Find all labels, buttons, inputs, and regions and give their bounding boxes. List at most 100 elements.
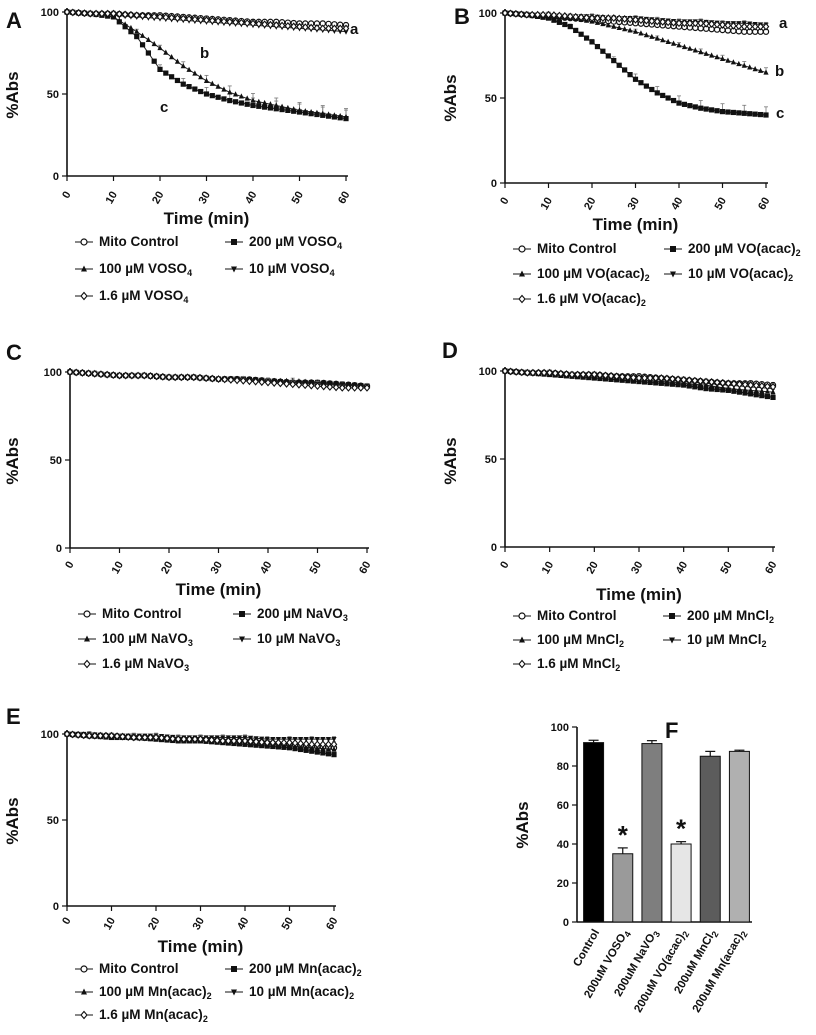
data-point xyxy=(523,10,531,19)
legend-label: 10 µM VOSO4 xyxy=(249,261,335,278)
data-point xyxy=(275,738,282,747)
data-point xyxy=(325,740,332,749)
legend-label: 1.6 µM VO(acac)2 xyxy=(537,291,646,308)
legend-marker xyxy=(519,270,525,277)
data-point xyxy=(121,10,129,19)
data-point xyxy=(270,379,278,387)
bar xyxy=(612,853,634,923)
data-point xyxy=(615,14,623,23)
data-point xyxy=(232,99,239,105)
data-point xyxy=(691,376,699,385)
data-point xyxy=(611,23,617,29)
data-point xyxy=(681,101,688,107)
data-point xyxy=(301,23,309,32)
legend-label: 200 µM MnCl2 xyxy=(687,608,774,625)
data-point xyxy=(646,374,654,382)
x-tick-label: 20 xyxy=(582,196,599,213)
data-point xyxy=(741,380,749,389)
data-point xyxy=(599,14,607,23)
data-point xyxy=(568,370,576,379)
data-point xyxy=(252,737,260,746)
data-point xyxy=(227,375,235,384)
legend-label: 100 µM VOSO4 xyxy=(99,261,192,278)
data-point xyxy=(691,19,699,28)
y-tick-label: 0 xyxy=(56,543,62,555)
data-point xyxy=(687,45,693,51)
data-point xyxy=(703,50,709,56)
legend-label: 200 µM NaVO3 xyxy=(257,606,348,623)
data-point xyxy=(583,13,590,22)
data-point xyxy=(730,21,737,30)
panel-B: B 0 50 100 0 10 20 30 40 50 60 Time (min) %Abs a b c Mit… xyxy=(441,4,801,308)
data-point xyxy=(157,66,163,72)
data-point xyxy=(262,99,268,106)
category-label: 200uM Mn(acac)2 xyxy=(691,928,750,1016)
data-point xyxy=(75,8,82,17)
data-point xyxy=(314,382,321,391)
data-point xyxy=(648,17,656,26)
y-axis-title: %Abs xyxy=(513,801,532,848)
y-tick-label: 20 xyxy=(557,878,569,890)
data-point xyxy=(345,383,352,392)
panel-D: D 0 50 100 0 10 20 30 40 50 60 Time (min) %Abs Mito C… xyxy=(441,338,780,673)
data-point xyxy=(573,27,579,34)
data-point xyxy=(669,374,676,383)
data-point xyxy=(730,379,738,388)
data-point xyxy=(331,737,337,743)
annotation-c: c xyxy=(776,105,784,122)
data-point xyxy=(230,736,238,745)
data-point xyxy=(759,393,765,399)
legend-marker xyxy=(84,635,90,642)
data-point xyxy=(556,11,563,20)
data-point xyxy=(751,22,759,31)
data-point xyxy=(551,369,559,378)
data-point xyxy=(529,368,537,377)
legend-label: 100 µM NaVO3 xyxy=(102,631,193,648)
data-point xyxy=(145,12,152,21)
data-point xyxy=(725,109,731,115)
legend-label: 200 µM VO(acac)2 xyxy=(688,241,801,258)
data-point xyxy=(239,376,247,385)
data-point xyxy=(557,369,565,378)
data-point xyxy=(681,19,688,28)
x-tick-label: 30 xyxy=(209,560,226,577)
y-tick-label: 50 xyxy=(485,454,497,466)
y-tick-label: 100 xyxy=(479,8,497,20)
data-point xyxy=(262,104,268,110)
data-point xyxy=(605,53,611,59)
data-point xyxy=(325,737,332,743)
y-tick-label: 0 xyxy=(563,917,569,929)
bar xyxy=(728,750,750,923)
y-axis-title: %Abs xyxy=(441,74,460,121)
legend-marker xyxy=(239,611,245,617)
data-point xyxy=(747,381,754,390)
legend-marker xyxy=(518,294,526,304)
data-point xyxy=(325,751,332,757)
data-point xyxy=(221,96,227,102)
data-point xyxy=(607,371,615,380)
data-point xyxy=(337,113,343,119)
data-point xyxy=(320,382,328,391)
legend-marker xyxy=(669,637,675,644)
data-point xyxy=(79,368,86,377)
y-tick-label: 50 xyxy=(47,815,59,827)
data-point xyxy=(702,377,710,386)
data-point xyxy=(308,108,314,115)
data-point xyxy=(562,21,568,28)
legend-item: 200 µM MnCl2 xyxy=(663,608,774,625)
data-point xyxy=(602,371,609,380)
x-tick-label: 0 xyxy=(498,196,511,207)
legend-item: 100 µM NaVO3 xyxy=(78,631,193,648)
data-point xyxy=(719,109,726,115)
y-tick-label: 100 xyxy=(44,367,62,379)
data-point xyxy=(649,33,655,39)
data-point xyxy=(605,22,611,28)
data-point xyxy=(163,734,171,743)
annotation-c: c xyxy=(160,99,168,116)
legend-marker xyxy=(670,271,676,278)
data-point xyxy=(770,394,776,400)
data-point xyxy=(725,379,732,388)
data-point xyxy=(652,374,660,382)
y-axis-title: %Abs xyxy=(3,797,22,844)
data-point xyxy=(720,387,726,393)
